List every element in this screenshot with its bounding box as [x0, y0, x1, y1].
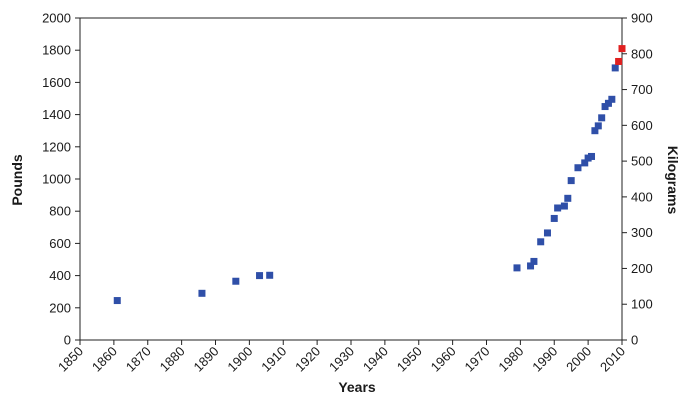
x-tick-label: 1990 — [529, 344, 560, 375]
data-point — [537, 238, 545, 246]
data-point — [574, 164, 582, 172]
x-tick-label: 1950 — [394, 344, 425, 375]
x-tick-label: 1870 — [123, 344, 154, 375]
x-tick-label: 1920 — [292, 344, 323, 375]
y-tick-label: 1000 — [42, 172, 71, 187]
y2-tick-label: 100 — [631, 297, 653, 312]
y-tick-label: 0 — [64, 333, 71, 348]
y-tick-label: 2000 — [42, 11, 71, 26]
y-tick-label: 1800 — [42, 43, 71, 58]
axes: 0 200 400 600 800 1000 1200 1400 1600 1800 2000 0 10… — [42, 11, 653, 375]
data-point — [198, 289, 206, 297]
data-point — [615, 57, 623, 65]
data-point — [113, 297, 121, 305]
x-tick-label: 1970 — [462, 344, 493, 375]
data-point — [604, 99, 612, 107]
y-tick-label: 400 — [49, 268, 71, 283]
data-point — [591, 127, 599, 135]
y2-axis-title: Kilograms — [665, 146, 680, 215]
y2-tick-label: 0 — [631, 333, 638, 348]
data-point — [527, 262, 535, 270]
data-point — [611, 64, 619, 72]
data-point — [554, 204, 562, 212]
x-tick-label: 1880 — [157, 344, 188, 375]
data-point — [266, 271, 274, 279]
data-point — [256, 272, 264, 280]
y2-tick-label: 500 — [631, 154, 653, 169]
y-tick-label: 1200 — [42, 139, 71, 154]
y-tick-label: 1600 — [42, 75, 71, 90]
data-point — [550, 214, 558, 222]
x-axis-title: Years — [338, 379, 376, 395]
y-tick-label: 1400 — [42, 107, 71, 122]
data-point — [564, 194, 572, 202]
x-tick-label: 1900 — [224, 344, 255, 375]
y2-tick-label: 300 — [631, 225, 653, 240]
y2-tick-label: 600 — [631, 118, 653, 133]
x-tick-label: 1960 — [428, 344, 459, 375]
data-point — [594, 122, 602, 130]
data-point — [513, 264, 521, 272]
data-point — [608, 95, 616, 103]
x-tick-label: 1980 — [495, 344, 526, 375]
y2-tick-label: 200 — [631, 261, 653, 276]
data-point — [530, 257, 538, 265]
y2-tick-label: 800 — [631, 46, 653, 61]
y2-tick-label: 400 — [631, 189, 653, 204]
y2-tick-label: 700 — [631, 82, 653, 97]
data-point — [543, 229, 551, 237]
y2-tick-label: 900 — [631, 11, 653, 26]
data-point — [232, 277, 240, 285]
data-point — [581, 159, 589, 167]
x-tick-label: 1940 — [360, 344, 391, 375]
data-point — [588, 152, 596, 160]
data-point — [618, 45, 626, 53]
x-tick-label: 1910 — [258, 344, 289, 375]
x-tick-label: 1930 — [326, 344, 357, 375]
data-point — [567, 177, 575, 185]
x-tick-label: 2010 — [597, 344, 628, 375]
y-tick-label: 800 — [49, 204, 71, 219]
x-tick-label: 1860 — [89, 344, 120, 375]
y-axis-title: Pounds — [9, 154, 25, 206]
y-tick-label: 200 — [49, 300, 71, 315]
y-tick-label: 600 — [49, 236, 71, 251]
data-point — [598, 114, 606, 122]
x-tick-label: 1890 — [191, 344, 222, 375]
x-tick-label: 1850 — [55, 344, 86, 375]
data-points — [113, 45, 626, 305]
x-tick-label: 2000 — [563, 344, 594, 375]
data-point — [560, 202, 568, 210]
